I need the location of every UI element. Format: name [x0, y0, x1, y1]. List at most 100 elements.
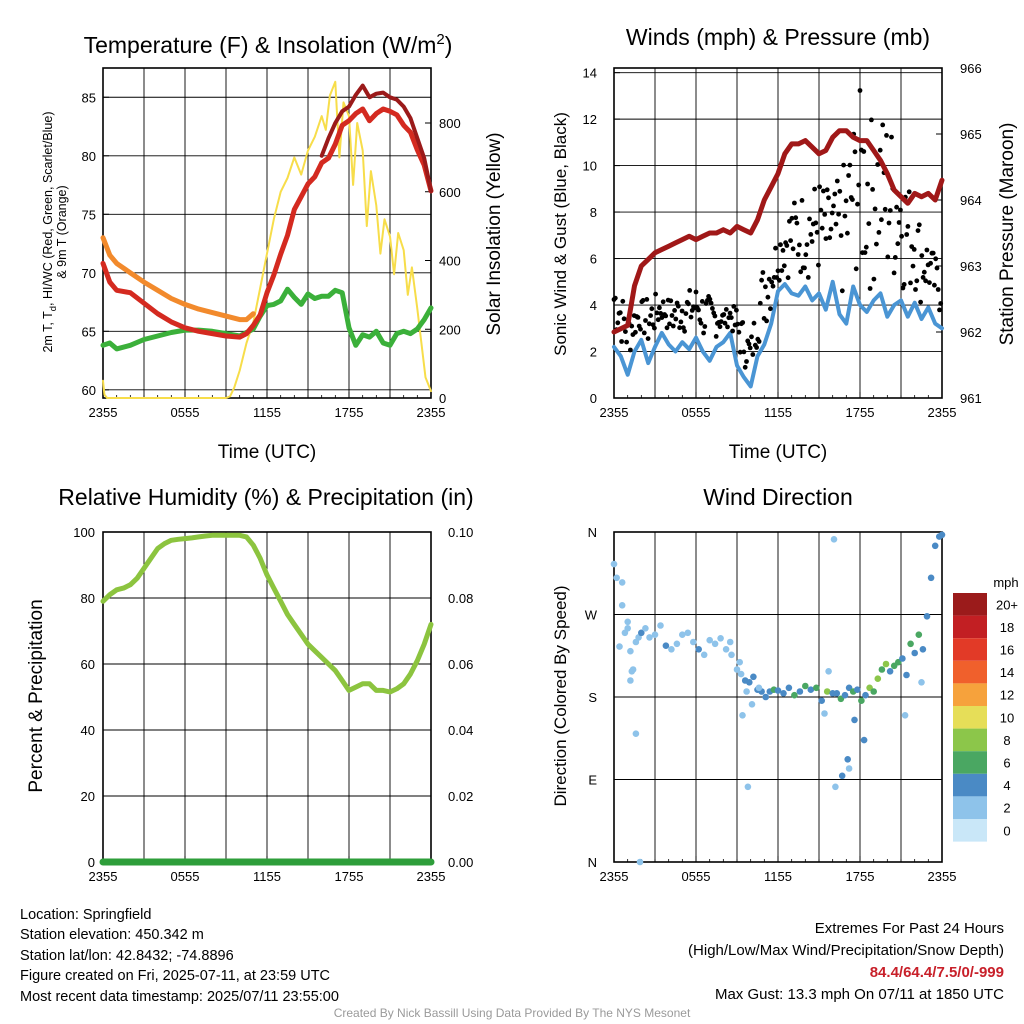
- gust-point: [778, 242, 783, 248]
- y-tick-label-right: 964: [960, 193, 982, 208]
- x-tick-label: 1755: [846, 405, 875, 420]
- direction-point: [911, 649, 918, 657]
- y-tick-label-left: 4: [590, 298, 597, 313]
- direction-point: [746, 679, 753, 686]
- gust-point: [768, 306, 773, 312]
- gust-point: [717, 324, 723, 330]
- y-tick-label-left: 65: [82, 324, 96, 339]
- gust-point: [785, 275, 791, 281]
- gust-point: [874, 241, 879, 247]
- gust-point: [935, 287, 941, 292]
- direction-point: [915, 631, 923, 638]
- gust-point: [621, 316, 627, 322]
- gust-point: [718, 319, 724, 324]
- y-tick-label-left: E: [588, 773, 597, 788]
- legend-swatch: [953, 660, 987, 684]
- gust-point: [841, 162, 846, 168]
- y-tick-label-right: 0.08: [448, 591, 473, 606]
- gust-point: [679, 308, 685, 314]
- direction-point: [628, 668, 636, 675]
- gust-point: [757, 300, 763, 306]
- direction-point: [632, 730, 640, 737]
- gust-point: [775, 268, 781, 274]
- x-tick-label: 1155: [253, 869, 281, 884]
- gust-point: [779, 268, 785, 273]
- direction-point: [878, 666, 886, 673]
- wind-direction-title: Wind Direction: [703, 484, 853, 510]
- direction-point: [838, 772, 846, 780]
- temperature-ylabel-left: 2m T, Td, HI/WC (Red, Green, Scarlet/Blu…: [41, 111, 59, 352]
- y-tick-label-left: 2: [590, 345, 597, 360]
- direction-point: [841, 691, 849, 699]
- direction-point: [695, 646, 702, 653]
- direction-point: [860, 736, 868, 744]
- legend-swatch: [953, 728, 987, 752]
- gust-point: [867, 286, 873, 291]
- temp-2m-line: [100, 106, 434, 340]
- gust-point: [763, 284, 768, 290]
- gust-point: [760, 270, 766, 275]
- x-tick-label: 1755: [335, 405, 364, 420]
- direction-point: [918, 679, 925, 686]
- direction-point: [845, 765, 853, 772]
- winds-panel: Winds (mph) & Pressure (mb) 2355 0555 1155…: [551, 24, 1018, 463]
- legend-label: 14: [1000, 665, 1014, 680]
- extremes-subheading: (High/Low/Max Wind/Precipitation/Snow De…: [688, 942, 1004, 959]
- direction-point: [796, 688, 804, 695]
- station-elevation: Station elevation: 450.342 m: [20, 927, 204, 944]
- gust-point: [657, 305, 662, 311]
- direction-point: [662, 642, 670, 649]
- temperature-panel: Temperature (F) & Insolation (W/m2) 2355…: [41, 31, 505, 463]
- gust-point: [620, 298, 626, 304]
- legend-label: 6: [1003, 756, 1010, 771]
- y-tick-label-left: 40: [81, 723, 95, 738]
- gust-point: [635, 315, 641, 320]
- y-tick-label-left: 70: [82, 266, 96, 281]
- y-tick-label-left: 12: [583, 112, 597, 127]
- y-tick-label-left: 75: [82, 207, 96, 222]
- temperature-plot-area: 2355 0555 1155 1755 2355 60 65 70 75 80 85 0 200 400 6…: [82, 67, 461, 420]
- direction-point: [844, 756, 851, 763]
- gust-point: [790, 246, 796, 252]
- gust-point: [872, 206, 878, 212]
- direction-point: [807, 686, 815, 693]
- gust-point: [688, 314, 694, 320]
- direction-point: [627, 647, 634, 655]
- direction-point: [755, 684, 763, 692]
- gust-point: [725, 324, 730, 330]
- y-tick-label-right: 963: [960, 259, 982, 274]
- gust-point: [754, 345, 759, 350]
- gust-point: [892, 255, 898, 260]
- gust-point: [916, 222, 922, 228]
- direction-point: [919, 646, 927, 653]
- gust-point: [904, 232, 910, 237]
- gust-point: [794, 220, 800, 226]
- pressure-line: [611, 128, 945, 335]
- gust-point: [847, 162, 853, 168]
- y-tick-label-left: 20: [81, 789, 95, 804]
- y-tick-label-right: 962: [960, 325, 982, 340]
- gust-point: [638, 326, 643, 332]
- gust-point: [918, 299, 923, 305]
- y-tick-label-left: 80: [81, 591, 95, 606]
- gust-point: [682, 328, 687, 334]
- gust-point: [678, 319, 684, 325]
- gust-point: [894, 204, 899, 210]
- gust-point: [619, 339, 624, 344]
- gust-point: [769, 279, 775, 285]
- x-tick-label: 2355: [600, 405, 629, 420]
- direction-point: [813, 684, 820, 692]
- legend-label: 12: [1000, 688, 1014, 703]
- gust-point: [730, 328, 735, 334]
- direction-point: [931, 542, 939, 550]
- direction-point: [802, 682, 809, 690]
- winds-xlabel: Time (UTC): [729, 442, 828, 463]
- gust-point: [838, 233, 844, 239]
- gust-point: [741, 349, 747, 355]
- solar-insolation-line: [102, 80, 432, 399]
- gust-point: [921, 269, 927, 275]
- extremes-values: 84.4/64.4/7.5/0/-999: [869, 964, 1004, 981]
- gust-point: [808, 232, 814, 237]
- legend-swatch: [953, 706, 987, 729]
- y-tick-label-left: 60: [81, 657, 95, 672]
